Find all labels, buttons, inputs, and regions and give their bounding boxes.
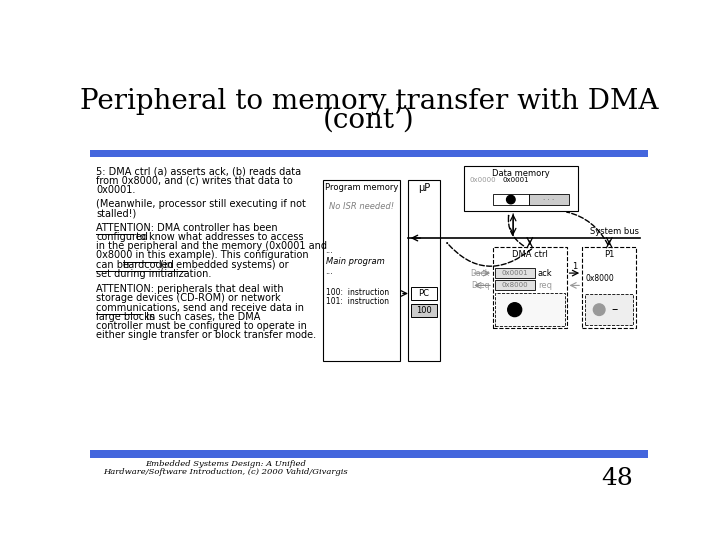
Circle shape bbox=[507, 195, 515, 204]
Text: 101:  instruction: 101: instruction bbox=[325, 298, 389, 306]
FancyArrowPatch shape bbox=[508, 215, 523, 246]
Text: 0x0001.: 0x0001. bbox=[96, 185, 135, 195]
Circle shape bbox=[593, 304, 605, 315]
Text: Data memory: Data memory bbox=[492, 168, 550, 178]
Bar bbox=[493, 247, 567, 328]
FancyArrowPatch shape bbox=[447, 243, 531, 266]
Text: from 0x8000, and (c) writes that data to: from 0x8000, and (c) writes that data to bbox=[96, 176, 293, 186]
Circle shape bbox=[508, 303, 522, 316]
Text: 0x0001: 0x0001 bbox=[503, 177, 529, 183]
Bar bbox=[323, 180, 400, 361]
Text: 5: DMA ctrl (a) asserts ack, (b) reads data: 5: DMA ctrl (a) asserts ack, (b) reads d… bbox=[96, 166, 302, 177]
Text: storage devices (CD-ROM) or network: storage devices (CD-ROM) or network bbox=[96, 294, 281, 303]
Bar bbox=[411, 287, 437, 300]
Text: set during initialization.: set during initialization. bbox=[96, 269, 212, 279]
Text: · · ·: · · · bbox=[543, 197, 554, 202]
Text: No ISR needed!: No ISR needed! bbox=[329, 202, 394, 211]
Bar bbox=[411, 304, 437, 316]
Text: 0x8000: 0x8000 bbox=[501, 282, 528, 288]
Text: to know what addresses to access: to know what addresses to access bbox=[133, 232, 304, 242]
Text: 0x0000: 0x0000 bbox=[469, 177, 496, 183]
FancyArrowPatch shape bbox=[567, 212, 608, 245]
Text: stalled!): stalled!) bbox=[96, 208, 137, 218]
Bar bbox=[495, 293, 565, 326]
Text: Dack: Dack bbox=[471, 268, 490, 278]
Text: communications, send and receive data in: communications, send and receive data in bbox=[96, 303, 304, 313]
Bar bbox=[464, 166, 578, 211]
Text: can be: can be bbox=[96, 260, 132, 269]
Text: 0x0001: 0x0001 bbox=[501, 270, 528, 276]
Text: req: req bbox=[538, 281, 552, 290]
Text: 1: 1 bbox=[572, 262, 577, 271]
Text: controller must be configured to operate in: controller must be configured to operate… bbox=[96, 321, 307, 331]
Text: ...: ... bbox=[325, 246, 333, 255]
Text: Main program: Main program bbox=[325, 257, 384, 266]
Text: ATTENTION: DMA controller has been: ATTENTION: DMA controller has been bbox=[96, 222, 278, 233]
Text: ATTENTION: peripherals that deal with: ATTENTION: peripherals that deal with bbox=[96, 284, 284, 294]
Text: (cont’): (cont’) bbox=[323, 106, 415, 133]
Text: configured: configured bbox=[96, 232, 148, 242]
Text: System bus: System bus bbox=[590, 227, 639, 236]
Text: hardcoded: hardcoded bbox=[122, 260, 174, 269]
Bar bbox=[90, 150, 648, 157]
Text: in the peripheral and the memory (0x0001 and: in the peripheral and the memory (0x0001… bbox=[96, 241, 327, 251]
Bar bbox=[90, 450, 648, 457]
Bar bbox=[408, 180, 441, 361]
Bar bbox=[493, 194, 528, 205]
Text: –: – bbox=[611, 303, 618, 316]
Bar bbox=[495, 280, 535, 291]
Text: Dreq: Dreq bbox=[472, 281, 490, 290]
Text: P1: P1 bbox=[604, 249, 614, 259]
Bar bbox=[582, 247, 636, 328]
Text: Peripheral to memory transfer with DMA: Peripheral to memory transfer with DMA bbox=[80, 88, 658, 115]
Text: 0x8000: 0x8000 bbox=[586, 274, 615, 282]
Text: ...: ... bbox=[325, 267, 333, 276]
Text: 100:  instruction: 100: instruction bbox=[325, 288, 389, 297]
Text: . In such cases, the DMA: . In such cases, the DMA bbox=[140, 312, 261, 322]
Text: μP: μP bbox=[418, 183, 430, 193]
Text: 100: 100 bbox=[416, 306, 432, 315]
Bar bbox=[585, 294, 634, 325]
Text: Program memory: Program memory bbox=[325, 183, 398, 192]
Text: Hardware/Software Introduction, (c) 2000 Vahid/Givargis: Hardware/Software Introduction, (c) 2000… bbox=[103, 468, 348, 476]
Text: 48: 48 bbox=[600, 467, 632, 490]
Bar bbox=[495, 268, 535, 278]
Bar bbox=[528, 194, 569, 205]
Text: ack: ack bbox=[538, 268, 552, 278]
Text: Embedded Systems Design: A Unified: Embedded Systems Design: A Unified bbox=[145, 460, 306, 468]
Text: PC: PC bbox=[418, 289, 430, 298]
Text: DMA ctrl: DMA ctrl bbox=[512, 249, 548, 259]
Text: (in embedded systems) or: (in embedded systems) or bbox=[157, 260, 288, 269]
Text: (Meanwhile, processor still executing if not: (Meanwhile, processor still executing if… bbox=[96, 199, 306, 209]
Text: 0x8000 in this example). This configuration: 0x8000 in this example). This configurat… bbox=[96, 251, 309, 260]
Text: either single transfer or block transfer mode.: either single transfer or block transfer… bbox=[96, 330, 316, 340]
Text: large blocks: large blocks bbox=[96, 312, 155, 322]
